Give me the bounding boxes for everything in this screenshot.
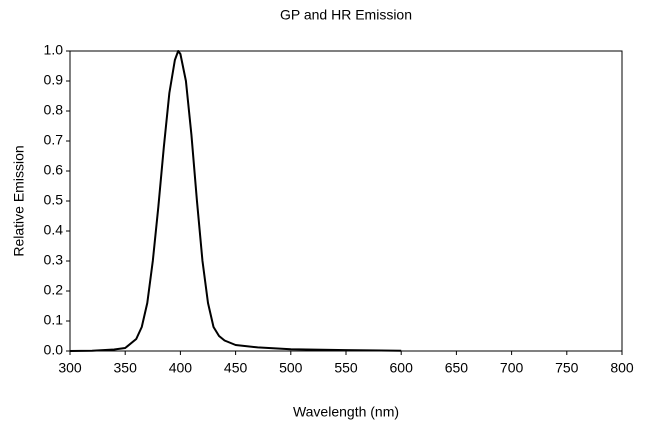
x-tick-label: 700	[500, 360, 524, 376]
y-tick-label: 0.3	[44, 252, 64, 268]
x-tick-label: 650	[445, 360, 469, 376]
x-tick-label: 750	[555, 360, 579, 376]
y-tick-label: 0.2	[44, 282, 64, 298]
x-tick-label: 500	[279, 360, 303, 376]
y-tick-label: 0.0	[44, 342, 64, 358]
x-axis-label: Wavelength (nm)	[293, 404, 399, 420]
y-tick-label: 0.7	[44, 132, 64, 148]
y-tick-label: 0.8	[44, 102, 64, 118]
emission-line	[69, 50, 402, 352]
y-tick-label: 1.0	[44, 42, 64, 58]
y-tick-label: 0.6	[44, 162, 64, 178]
plot-frame	[69, 50, 623, 352]
y-tick-label: 0.4	[44, 222, 64, 238]
x-tick-label: 800	[610, 360, 634, 376]
x-tick-label: 350	[114, 360, 138, 376]
x-tick-label: 600	[390, 360, 414, 376]
y-tick-label: 0.1	[44, 312, 64, 328]
y-axis-label: Relative Emission	[11, 145, 27, 256]
y-tick-label: 0.9	[44, 72, 64, 88]
x-tick-label: 400	[169, 360, 193, 376]
x-tick-label: 550	[334, 360, 358, 376]
chart-title: GP and HR Emission	[280, 7, 412, 23]
x-tick-label: 450	[224, 360, 248, 376]
y-tick-label: 0.5	[44, 192, 64, 208]
x-tick-label: 300	[58, 360, 82, 376]
